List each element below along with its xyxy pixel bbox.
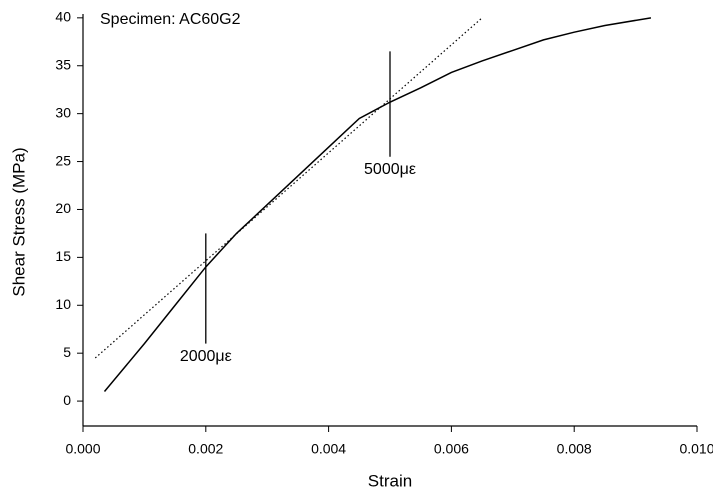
annotation-label: 2000με — [180, 348, 232, 365]
x-tick-label: 0.000 — [65, 441, 100, 457]
y-tick-label: 35 — [55, 56, 71, 72]
y-tick-label: 0 — [63, 392, 71, 408]
y-tick-label: 10 — [55, 296, 71, 312]
x-tick-label: 0.006 — [434, 441, 469, 457]
y-tick-label: 20 — [55, 200, 71, 216]
x-tick-label: 0.010 — [679, 441, 713, 457]
y-tick-label: 25 — [55, 152, 71, 168]
y-tick-label: 15 — [55, 248, 71, 264]
x-tick-label: 0.002 — [188, 441, 223, 457]
y-axis-title: Shear Stress (MPa) — [9, 147, 28, 296]
y-tick-label: 5 — [63, 344, 71, 360]
x-axis-title: Strain — [368, 471, 412, 490]
chart-title: Specimen: AC60G2 — [100, 11, 241, 28]
y-tick-label: 30 — [55, 104, 71, 120]
data-line — [94, 17, 483, 359]
x-tick-label: 0.004 — [311, 441, 346, 457]
y-tick-label: 40 — [55, 9, 71, 25]
x-tick-label: 0.008 — [557, 441, 592, 457]
data-line — [103, 17, 652, 392]
annotation-label: 5000με — [364, 161, 416, 178]
